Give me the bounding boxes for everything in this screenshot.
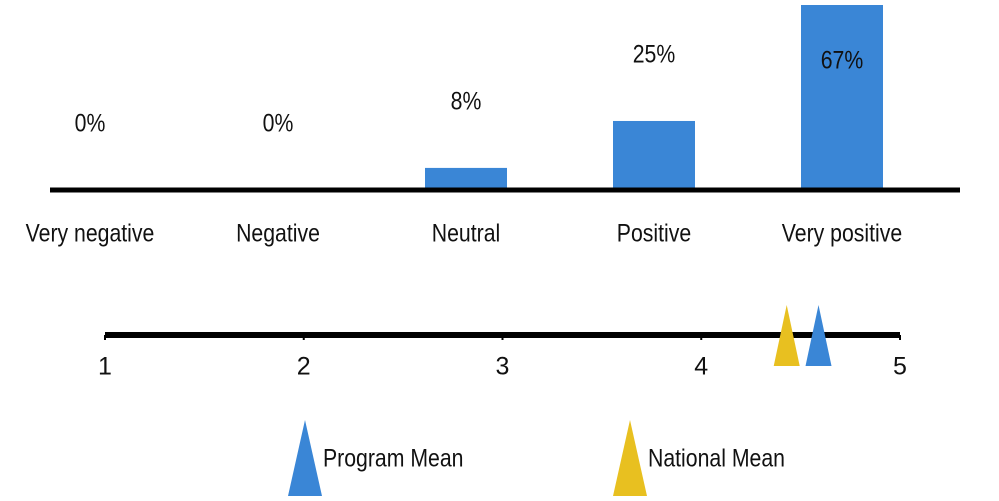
mean-marker bbox=[805, 305, 832, 366]
category-label: Very negative bbox=[26, 219, 155, 247]
mean-marker bbox=[773, 305, 800, 366]
category-label: Very positive bbox=[782, 219, 902, 247]
x-tick-label: 5 bbox=[893, 353, 907, 381]
bar bbox=[801, 5, 883, 190]
value-label: 67% bbox=[821, 46, 864, 74]
value-label: 0% bbox=[263, 109, 294, 137]
value-label: 25% bbox=[633, 40, 676, 68]
category-label: Neutral bbox=[432, 219, 500, 247]
category-label: Negative bbox=[236, 219, 320, 247]
x-tick-label: 2 bbox=[297, 353, 311, 381]
legend-marker bbox=[288, 420, 322, 496]
category-label: Positive bbox=[617, 219, 691, 247]
legend-label: National Mean bbox=[648, 444, 785, 472]
legend-marker bbox=[613, 420, 647, 496]
bar bbox=[613, 120, 695, 190]
legend-label: Program Mean bbox=[323, 444, 463, 472]
value-label: 0% bbox=[75, 109, 106, 137]
bar bbox=[425, 167, 507, 190]
x-tick-label: 1 bbox=[98, 353, 112, 381]
x-tick-label: 3 bbox=[496, 353, 510, 381]
value-label: 8% bbox=[451, 87, 482, 115]
x-tick-label: 4 bbox=[694, 353, 708, 381]
